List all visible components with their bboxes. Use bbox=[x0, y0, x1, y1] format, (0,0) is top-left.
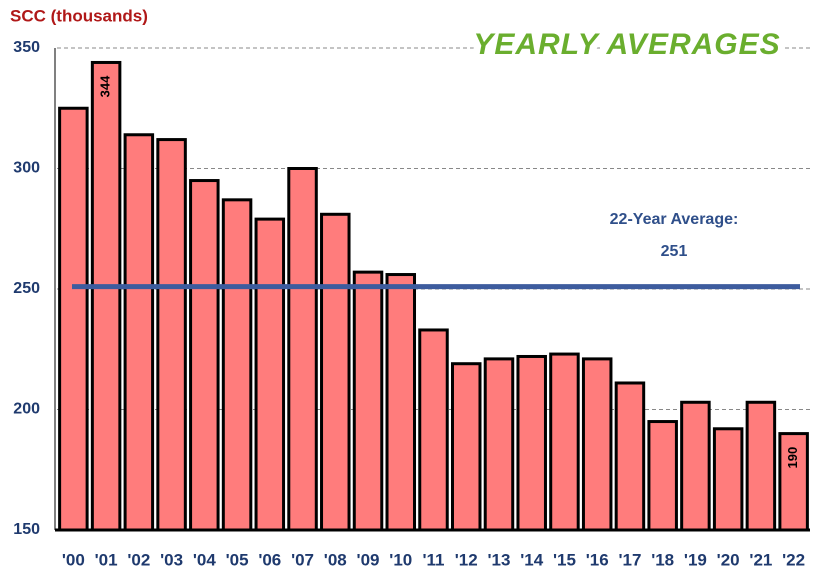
bar bbox=[549, 352, 580, 532]
x-tick-label: '17 bbox=[618, 550, 641, 569]
bar bbox=[90, 60, 122, 532]
bar bbox=[287, 167, 318, 532]
x-tick-label: '06 bbox=[258, 550, 281, 569]
bar bbox=[516, 354, 547, 532]
x-tick-label: '05 bbox=[226, 550, 249, 569]
x-tick-label: '02 bbox=[127, 550, 150, 569]
x-tick-label: '03 bbox=[160, 550, 183, 569]
bar bbox=[647, 420, 678, 532]
bar bbox=[156, 138, 187, 532]
x-tick-label: '11 bbox=[422, 550, 444, 569]
x-tick-label: '14 bbox=[520, 550, 543, 569]
bar bbox=[418, 328, 449, 532]
chart-title: YEARLY AVERAGES bbox=[473, 28, 780, 61]
x-tick-label: '10 bbox=[389, 550, 412, 569]
x-tick-label: '19 bbox=[684, 550, 707, 569]
bar bbox=[320, 212, 351, 532]
bar bbox=[58, 106, 89, 532]
x-tick-label: '22 bbox=[782, 550, 805, 569]
bar bbox=[385, 273, 417, 532]
average-value: 251 bbox=[661, 243, 688, 260]
bar bbox=[745, 400, 777, 532]
value-label: 344 bbox=[98, 75, 113, 97]
bar bbox=[712, 427, 744, 532]
x-tick-label: '04 bbox=[193, 550, 216, 569]
x-tick-label: '16 bbox=[586, 550, 609, 569]
bar bbox=[254, 217, 286, 532]
bar bbox=[581, 357, 613, 532]
value-label: 190 bbox=[785, 447, 800, 469]
x-tick-label: '21 bbox=[749, 550, 772, 569]
x-tick-label: '12 bbox=[455, 550, 478, 569]
y-tick-label: 300 bbox=[13, 160, 40, 177]
average-label: 22-Year Average: bbox=[610, 211, 739, 228]
y-tick-label: 350 bbox=[13, 39, 40, 56]
x-tick-label: '13 bbox=[488, 550, 511, 569]
bar bbox=[614, 381, 646, 532]
x-tick-label: '07 bbox=[291, 550, 314, 569]
y-tick-label: 150 bbox=[13, 521, 40, 538]
y-tick-label: 200 bbox=[13, 401, 40, 418]
bar bbox=[450, 362, 482, 532]
bar bbox=[680, 400, 711, 532]
bar bbox=[352, 270, 384, 532]
bar bbox=[189, 179, 220, 532]
x-tick-label: '09 bbox=[357, 550, 380, 569]
x-tick-label: '15 bbox=[553, 550, 576, 569]
y-tick-label: 250 bbox=[13, 280, 40, 297]
x-tick-label: '18 bbox=[651, 550, 674, 569]
x-tick-label: '20 bbox=[717, 550, 740, 569]
x-tick-label: '00 bbox=[62, 550, 85, 569]
x-tick-label: '01 bbox=[95, 550, 118, 569]
y-axis-label: SCC (thousands) bbox=[10, 6, 148, 25]
bar bbox=[483, 357, 515, 532]
bar bbox=[221, 198, 253, 532]
x-tick-label: '08 bbox=[324, 550, 347, 569]
bar bbox=[123, 133, 155, 532]
